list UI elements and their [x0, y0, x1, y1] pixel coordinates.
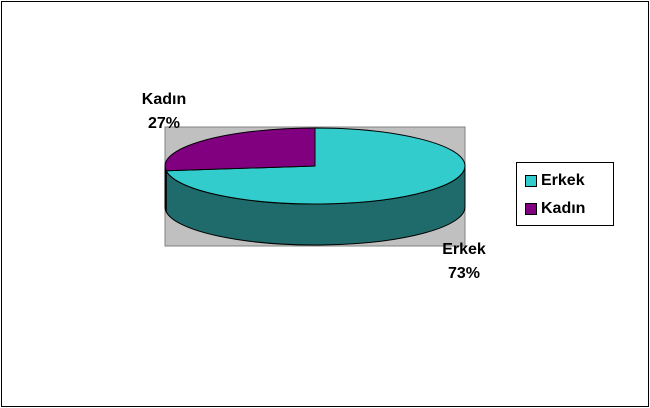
pie-slice-erkek — [165, 127, 466, 205]
erkek-name: Erkek — [442, 241, 486, 258]
legend-label-kadin: Kadın — [541, 200, 586, 217]
kadin-data-label: Kadın 27% — [126, 88, 202, 136]
kadin-percent: 27% — [147, 115, 181, 132]
legend-item-erkek: Erkek — [525, 171, 585, 191]
legend-label-erkek: Erkek — [541, 172, 585, 189]
kadin-name: Kadın — [141, 91, 187, 108]
chart-legend: Erkek Kadın — [516, 162, 614, 226]
legend-swatch-erkek — [525, 175, 537, 187]
pie-slice-kadin — [164, 127, 316, 172]
erkek-data-label: Erkek 73% — [426, 238, 502, 286]
legend-item-kadin: Kadın — [525, 199, 585, 219]
legend-swatch-kadin — [525, 203, 537, 215]
erkek-percent: 73% — [447, 265, 481, 282]
